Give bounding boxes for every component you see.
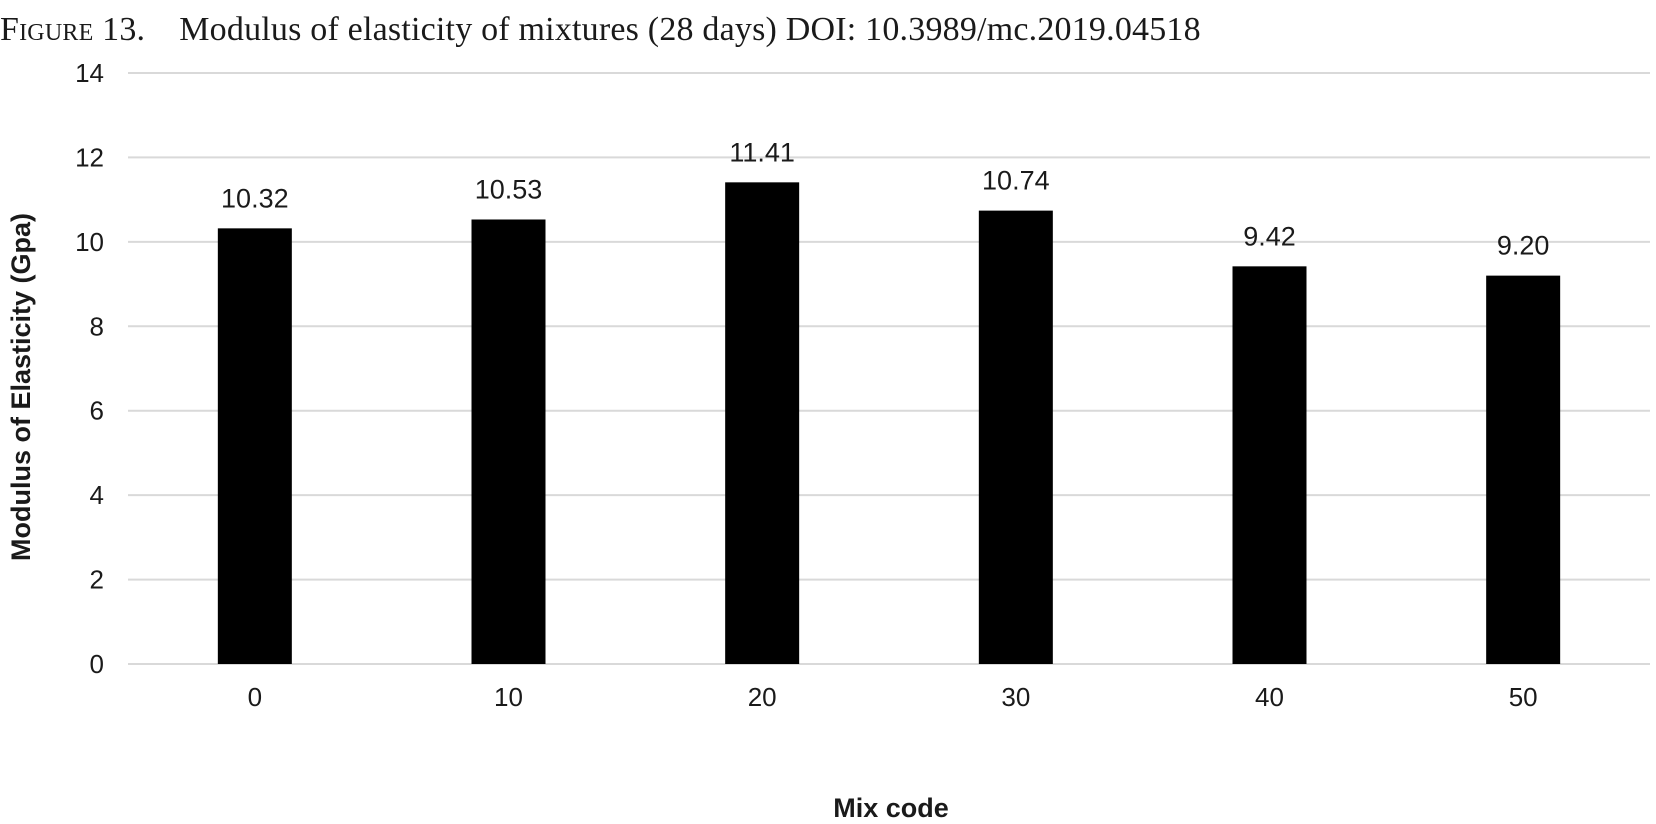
data-label: 9.42 — [1243, 221, 1296, 251]
y-tick-label: 4 — [90, 480, 104, 510]
y-axis-title: Modulus of Elasticity (Gpa) — [6, 213, 36, 561]
x-axis-title: Mix code — [833, 793, 949, 823]
figure-title: Modulus of elasticity of mixtures (28 da… — [179, 11, 1201, 48]
x-axis-ticks: 0 10 20 30 40 50 — [248, 682, 1538, 712]
data-label: 11.41 — [729, 137, 795, 167]
bar — [217, 228, 292, 664]
y-axis-ticks: 0 2 4 6 8 10 12 14 — [75, 58, 104, 679]
bar — [1486, 275, 1561, 664]
y-tick-label: 14 — [75, 58, 104, 88]
x-tick-label: 30 — [1001, 682, 1030, 712]
y-tick-label: 8 — [90, 311, 104, 341]
y-tick-label: 12 — [75, 142, 104, 172]
data-label: 10.74 — [982, 166, 1050, 196]
figure-caption: Figure 13. Modulus of elasticity of mixtu… — [0, 0, 1656, 60]
gridlines — [128, 72, 1650, 665]
bar — [1232, 266, 1307, 664]
x-tick-label: 40 — [1255, 682, 1284, 712]
y-tick-label: 10 — [75, 227, 104, 257]
data-label: 10.53 — [475, 174, 543, 204]
x-tick-label: 20 — [748, 682, 777, 712]
x-tick-label: 50 — [1509, 682, 1538, 712]
bar — [471, 219, 546, 664]
y-tick-label: 6 — [90, 396, 104, 426]
data-label: 9.20 — [1497, 231, 1550, 261]
data-labels: 10.32 10.53 11.41 10.74 9.42 9.20 — [221, 137, 1549, 260]
y-tick-label: 2 — [90, 565, 104, 595]
bar — [978, 210, 1053, 664]
figure-number: Figure 13. — [0, 11, 146, 48]
x-tick-label: 10 — [494, 682, 523, 712]
bars — [217, 182, 1561, 664]
data-label: 10.32 — [221, 183, 289, 213]
bar — [725, 182, 800, 664]
y-tick-label: 0 — [90, 649, 104, 679]
x-tick-label: 0 — [248, 682, 262, 712]
